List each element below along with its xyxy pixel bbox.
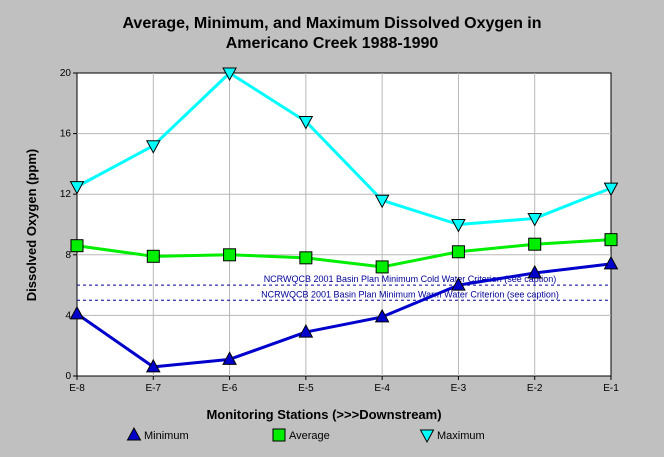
series-line-average [76,238,612,269]
data-point-average [451,245,465,259]
legend-label-maximum: Maximum [437,430,485,442]
data-point-maximum [527,212,543,227]
y-tick-label: 8 [65,250,71,261]
data-point-minimum [603,255,619,270]
legend-marker-maximum [419,429,435,444]
reference-line-label: NCRWQCB 2001 Basin Plan Minimum Cold Wat… [264,274,557,284]
data-point-average [299,251,313,265]
legend-label-minimum: Minimum [144,430,189,442]
data-point-maximum [451,219,466,233]
data-point-minimum [374,308,390,323]
y-tick-label: 16 [60,129,72,140]
series-line-minimum [76,262,612,369]
chart-title-line1: Average, Minimum, and Maximum Dissolved … [122,15,542,32]
data-point-average [223,248,237,262]
legend-label-average: Average [289,430,330,442]
y-axis-label: Dissolved Oxygen (ppm) [24,149,39,301]
x-tick-label: E-8 [69,383,85,394]
y-tick-label: 12 [60,189,72,200]
series-line-maximum [76,71,612,226]
data-point-minimum [451,277,466,291]
data-point-minimum [222,351,237,365]
data-point-average [604,233,618,247]
y-tick-label: 4 [65,310,71,321]
x-tick-label: E-5 [298,383,314,394]
y-tick-label: 20 [60,68,72,79]
data-point-maximum [374,194,390,209]
legend-marker-minimum [126,426,142,441]
x-tick-label: E-3 [451,383,467,394]
data-point-maximum [222,67,237,82]
series-group [69,67,619,373]
data-point-minimum [69,305,85,320]
x-axis-label: Monitoring Stations (>>>Downstream) [206,407,441,422]
x-tick-label: E-6 [222,383,238,394]
plot-area [76,72,612,377]
x-axis-ticks: E-8 E-7 E-6 E-5 E-4 E-3 E-2 E-1 [69,376,619,394]
data-point-maximum [69,181,85,195]
reference-line-label: NCRWQCB 2001 Basin Plan Minimum Warm Wat… [261,289,559,299]
data-point-average [70,239,84,253]
data-point-minimum [527,264,543,279]
y-axis-ticks: 0 4 8 12 16 20 [60,68,77,382]
data-point-minimum [298,324,314,338]
reference-lines: NCRWQCB 2001 Basin Plan Minimum Cold Wat… [77,274,611,301]
x-tick-label: E-4 [374,383,390,394]
y-tick-label: 0 [65,371,71,382]
data-point-average [375,260,389,274]
data-point-maximum [298,115,314,130]
legend: Minimum Average Maximum [126,426,485,444]
x-tick-label: E-7 [146,383,162,394]
data-point-average [528,237,542,251]
data-point-maximum [603,182,619,197]
x-tick-label: E-2 [527,383,543,394]
data-point-average [146,249,160,263]
chart-title-line2: Americano Creek 1988-1990 [225,35,439,52]
data-point-maximum [145,140,161,154]
x-tick-label: E-1 [603,383,619,394]
data-point-minimum [145,358,161,373]
legend-marker-average [272,428,286,442]
